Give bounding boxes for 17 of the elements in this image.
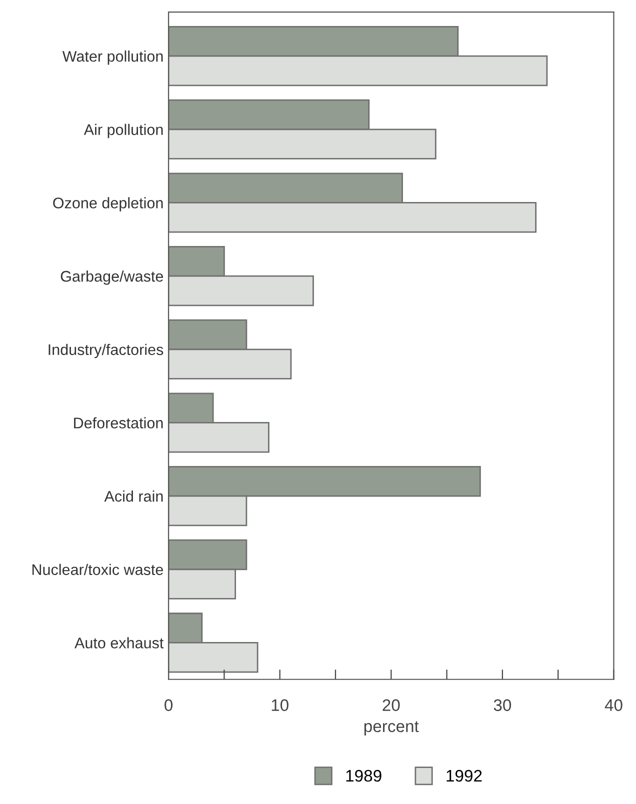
x-tick-label: 0 bbox=[164, 699, 173, 712]
x-tick-label: 30 bbox=[494, 699, 512, 712]
x-tick-label: 20 bbox=[382, 699, 400, 712]
y-tick-label: Air pollution bbox=[84, 124, 163, 138]
x-axis-title: percent bbox=[364, 721, 419, 736]
y-tick-label: Garbage/waste bbox=[60, 270, 164, 285]
y-tick-label: Industry/factories bbox=[48, 344, 164, 358]
y-tick-label: Auto exhaust bbox=[74, 637, 164, 648]
y-tick-label: Water pollution bbox=[62, 50, 163, 65]
legend-label: 1989 bbox=[346, 770, 382, 782]
legend-label: 1992 bbox=[446, 770, 482, 782]
y-tick-label: Ozone depletion bbox=[53, 197, 163, 212]
x-tick-label: 10 bbox=[272, 699, 288, 712]
y-tick-label: Deforestation bbox=[74, 417, 163, 428]
y-tick-label: Acid rain bbox=[104, 490, 163, 502]
y-tick-label: Nuclear/toxic waste bbox=[32, 564, 164, 576]
x-tick-label: 40 bbox=[604, 699, 622, 712]
